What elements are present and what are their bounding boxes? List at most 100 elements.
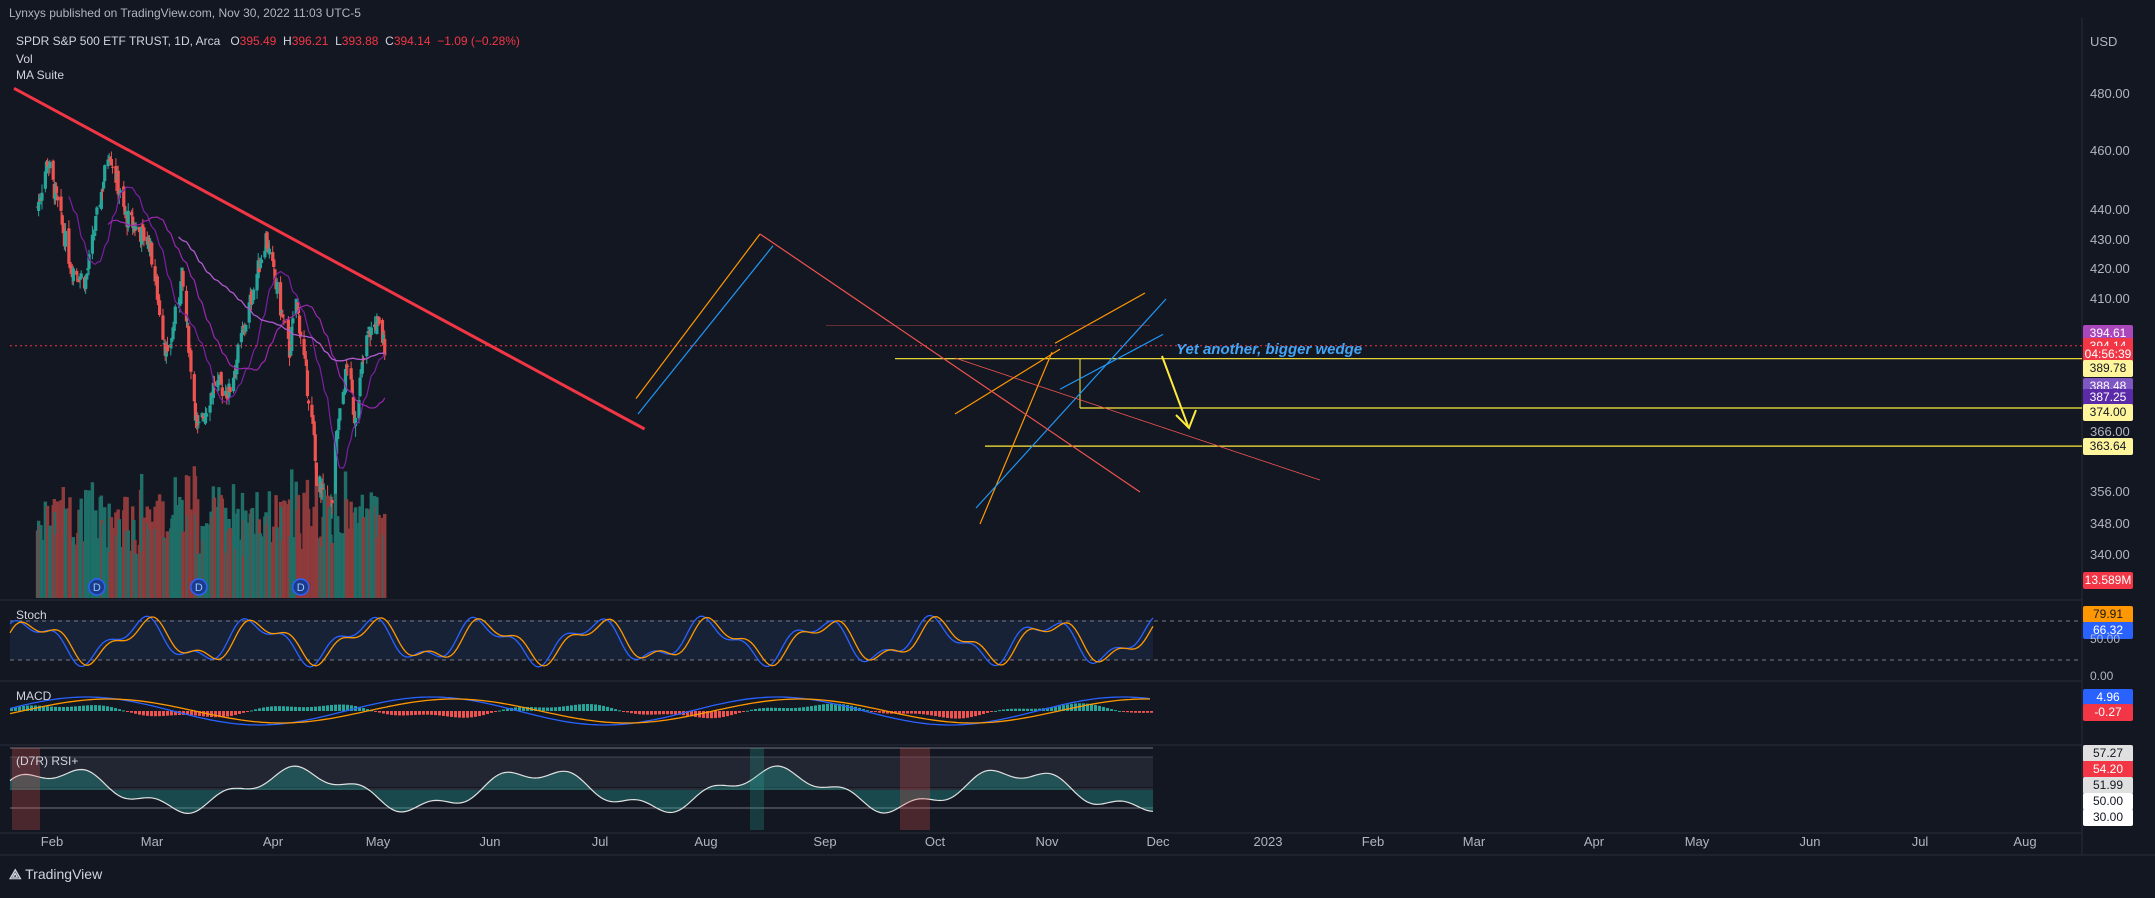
macd-bar	[202, 711, 205, 717]
x-tick-label: Aug	[694, 834, 717, 849]
macd-bar	[846, 704, 849, 711]
candle-body	[267, 248, 271, 255]
volume-bar	[157, 494, 162, 598]
macd-bar	[558, 706, 561, 711]
rsi-tick: 51.99	[2083, 777, 2133, 794]
indicator-vol[interactable]: Vol	[16, 52, 33, 66]
candle-body	[106, 159, 110, 167]
tradingview-brand[interactable]: ⟁ TradingView	[9, 866, 102, 883]
macd-bar	[470, 711, 473, 718]
macd-bar	[218, 711, 221, 718]
macd-bar	[830, 703, 833, 711]
macd-bar	[978, 711, 981, 716]
candle-body	[294, 298, 298, 314]
candle-body	[265, 232, 269, 248]
macd-bar	[694, 711, 697, 717]
macd-histogram	[10, 703, 1153, 719]
candle-body	[358, 377, 362, 397]
candle-body	[290, 326, 294, 351]
macd-bar	[658, 711, 661, 715]
symbol-title[interactable]: SPDR S&P 500 ETF TRUST, 1D, Arca	[16, 34, 221, 48]
macd-bar	[394, 711, 397, 716]
macd-bar	[1142, 711, 1145, 713]
wedge-annotation[interactable]: Yet another, bigger wedge	[1176, 341, 1363, 358]
macd-bar	[214, 711, 217, 718]
candle-body	[187, 326, 191, 353]
macd-bar	[1146, 711, 1149, 713]
pane-label-macd[interactable]: MACD	[16, 689, 52, 703]
candle-body	[137, 226, 142, 233]
macd-bar	[114, 708, 117, 711]
candle-body	[272, 259, 276, 268]
macd-bar	[106, 706, 109, 711]
macd-bar	[522, 706, 525, 711]
macd-bar	[922, 711, 925, 715]
volume-bar	[361, 517, 366, 598]
macd-bar	[870, 711, 873, 712]
macd-bar	[882, 711, 885, 714]
macd-bar	[338, 704, 341, 711]
open-value: 395.49	[239, 34, 277, 48]
macd-bar	[534, 707, 537, 711]
volume-bar	[353, 507, 358, 598]
candle-body	[197, 421, 201, 424]
volume-bar	[228, 527, 232, 598]
candle-body	[79, 273, 83, 279]
rsi-area	[10, 766, 1153, 814]
macd-bar	[1030, 708, 1033, 711]
macd-bar	[374, 711, 377, 712]
candle-body	[278, 282, 283, 316]
candle-body	[63, 230, 68, 247]
volume-bar	[244, 510, 248, 598]
macd-bar	[982, 711, 985, 715]
macd-bar	[350, 705, 353, 711]
candle-body	[77, 280, 81, 283]
macd-bar	[742, 711, 745, 712]
macd-bar	[602, 705, 605, 711]
candle-body	[205, 413, 209, 417]
x-tick-label: 2023	[1254, 834, 1283, 849]
candle-body	[116, 170, 120, 195]
volume-bar	[291, 537, 295, 598]
dividend-marker-letter: D	[93, 582, 101, 594]
wedge-upper-oct	[979, 351, 1053, 525]
legend-line: SPDR S&P 500 ETF TRUST, 1D, Arca O395.49…	[16, 34, 520, 48]
macd-bar	[710, 711, 713, 719]
macd-bar	[650, 711, 653, 715]
macd-bar	[262, 707, 265, 711]
macd-bar	[290, 706, 293, 711]
indicator-ma-suite[interactable]: MA Suite	[16, 68, 65, 82]
macd-bar	[970, 711, 973, 718]
candle-body	[54, 186, 59, 194]
macd-bar	[802, 707, 805, 711]
target-arrow-shaft	[1161, 355, 1189, 427]
candle-body	[84, 278, 88, 290]
macd-bar	[910, 711, 913, 714]
macd-bar	[294, 706, 297, 711]
candle-body	[236, 344, 240, 363]
candle-body	[124, 212, 128, 215]
candle-body	[60, 215, 64, 225]
macd-bar	[690, 711, 693, 717]
macd-bar	[1006, 709, 1009, 711]
pane-label-rsi[interactable]: (D7R) RSI+	[16, 754, 79, 768]
y-tick-label: 356.00	[2090, 484, 2130, 499]
volume-bar	[299, 548, 303, 598]
macd-bar	[154, 711, 157, 717]
macd-bar	[906, 711, 909, 714]
candle-body	[203, 412, 208, 424]
macd-bar	[926, 711, 929, 715]
pane-label-stoch[interactable]: Stoch	[16, 608, 47, 622]
candle-body	[247, 302, 251, 323]
macd-bar	[974, 711, 977, 717]
candle-body	[341, 391, 345, 404]
candle-body	[71, 268, 75, 282]
macd-bar	[74, 706, 77, 711]
macd-bar	[490, 711, 493, 713]
candle-body	[156, 296, 161, 303]
macd-bar	[838, 703, 841, 711]
macd-bar	[410, 711, 413, 716]
volume-bar	[181, 531, 185, 598]
volume-bar	[107, 503, 111, 598]
